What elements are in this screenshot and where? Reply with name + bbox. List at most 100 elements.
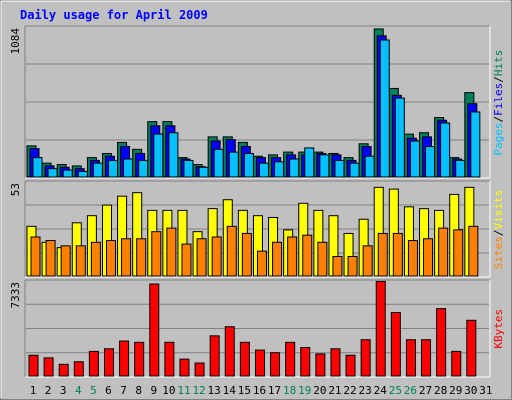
bar-sites-day-22	[347, 255, 358, 277]
y-axis-max-label: 7333	[9, 282, 22, 309]
x-tick-label: 1	[30, 384, 37, 397]
bar-sites-day-23	[362, 245, 373, 277]
bar-sites-day-4	[75, 245, 86, 277]
bar-sites-day-14	[226, 225, 237, 277]
series-pages	[32, 39, 481, 178]
x-tick-label: 14	[223, 384, 237, 397]
bar-pages-day-28	[440, 122, 451, 178]
bar-kbytes-day-1	[28, 354, 39, 377]
bar-sites-day-6	[105, 240, 116, 277]
bar-kbytes-day-19	[300, 346, 311, 377]
legend-entry: Visits	[492, 190, 505, 230]
series-sites	[30, 225, 479, 277]
bar-pages-day-25	[394, 97, 405, 178]
x-tick-label: 15	[238, 384, 251, 397]
bar-kbytes-day-16	[254, 349, 265, 377]
x-tick-label: 8	[135, 384, 142, 397]
bar-kbytes-day-24	[375, 280, 386, 377]
bar-pages-day-2	[47, 168, 58, 178]
bar-sites-day-16	[256, 250, 267, 277]
bar-pages-day-15	[243, 152, 254, 178]
legend-entry: Hits	[492, 50, 505, 77]
chart-panels: 1084Pages/Files/Hits53Sites/Visits7333KB…	[9, 25, 505, 378]
bar-kbytes-day-4	[73, 361, 84, 377]
bar-sites-day-7	[121, 238, 132, 277]
legend-entry: Sites	[492, 236, 505, 269]
legend-visits-sites: Sites/Visits	[492, 190, 505, 270]
legend-entry: Pages	[492, 122, 505, 155]
bar-pages-day-30	[470, 111, 481, 178]
x-tick-label: 30	[464, 384, 477, 397]
bar-pages-day-9	[153, 133, 164, 178]
bar-pages-day-6	[107, 159, 118, 178]
legend-entry: KBytes	[492, 309, 505, 349]
x-tick-label: 25	[389, 384, 402, 397]
bar-kbytes-day-15	[239, 341, 250, 377]
x-tick-label: 23	[359, 384, 372, 397]
x-tick-label: 16	[253, 384, 266, 397]
bar-pages-day-14	[228, 151, 239, 178]
bar-kbytes-day-27	[421, 339, 432, 377]
bar-pages-day-3	[62, 169, 73, 178]
bar-kbytes-day-21	[330, 348, 341, 377]
bar-pages-day-12	[198, 166, 209, 178]
legend-entry: /	[492, 76, 505, 83]
x-tick-label: 5	[90, 384, 97, 397]
bar-kbytes-day-6	[103, 348, 114, 377]
bar-kbytes-day-30	[466, 319, 477, 377]
bar-sites-day-27	[423, 238, 434, 277]
bar-pages-day-16	[258, 162, 269, 178]
bar-kbytes-day-22	[345, 354, 356, 377]
bar-pages-day-27	[425, 146, 436, 178]
bar-pages-day-11	[183, 159, 194, 178]
bar-pages-day-10	[168, 132, 179, 178]
chart-title: Daily usage for April 2009	[20, 8, 208, 22]
bar-kbytes-day-12	[194, 362, 205, 377]
x-tick-label: 17	[268, 384, 281, 397]
bar-pages-day-20	[319, 154, 330, 178]
legend-entry: Files	[492, 83, 505, 116]
bar-sites-day-3	[60, 245, 71, 277]
x-tick-label: 26	[404, 384, 417, 397]
bar-sites-day-29	[453, 229, 464, 277]
bar-pages-day-19	[304, 147, 315, 178]
bar-sites-day-2	[45, 240, 56, 277]
bar-kbytes-day-23	[360, 339, 371, 377]
bar-sites-day-17	[272, 241, 283, 277]
bar-kbytes-day-29	[451, 350, 462, 377]
legend-hits-files-pages: Pages/Files/Hits	[492, 50, 505, 156]
x-tick-label: 21	[328, 384, 341, 397]
bar-pages-day-24	[379, 39, 390, 178]
x-tick-label: 3	[60, 384, 67, 397]
bar-kbytes-day-18	[285, 341, 296, 377]
bar-pages-day-22	[349, 162, 360, 178]
x-tick-label: 20	[313, 384, 326, 397]
series-kbytes	[28, 280, 477, 377]
bar-sites-day-28	[438, 227, 449, 277]
x-tick-label: 19	[298, 384, 311, 397]
bar-kbytes-day-20	[315, 353, 326, 377]
x-axis-tick-labels: 1 2 3 4 5 6 7 8 9 10 11 12 13 14 15 16 17 18 19 20 21 22 23 24 2…	[30, 384, 493, 397]
bar-sites-day-10	[166, 227, 177, 277]
x-tick-label: 9	[150, 384, 157, 397]
bar-kbytes-day-14	[224, 326, 235, 377]
bar-pages-day-29	[455, 159, 466, 178]
bar-pages-day-1	[32, 157, 43, 178]
x-tick-label: 31	[479, 384, 492, 397]
bar-sites-day-21	[332, 255, 343, 277]
x-tick-label: 27	[419, 384, 432, 397]
x-tick-label: 10	[162, 384, 175, 397]
x-tick-label: 18	[283, 384, 296, 397]
bar-pages-day-13	[213, 148, 224, 178]
bar-pages-day-5	[92, 162, 103, 178]
bar-kbytes-day-3	[58, 363, 69, 377]
bar-sites-day-19	[302, 234, 313, 277]
legend-entry: /	[492, 229, 505, 236]
bar-pages-day-21	[334, 159, 345, 178]
x-tick-label: 7	[120, 384, 127, 397]
bar-kbytes-day-7	[119, 340, 130, 377]
bar-sites-day-30	[468, 225, 479, 277]
x-tick-label: 12	[192, 384, 205, 397]
bar-sites-day-20	[317, 241, 328, 277]
